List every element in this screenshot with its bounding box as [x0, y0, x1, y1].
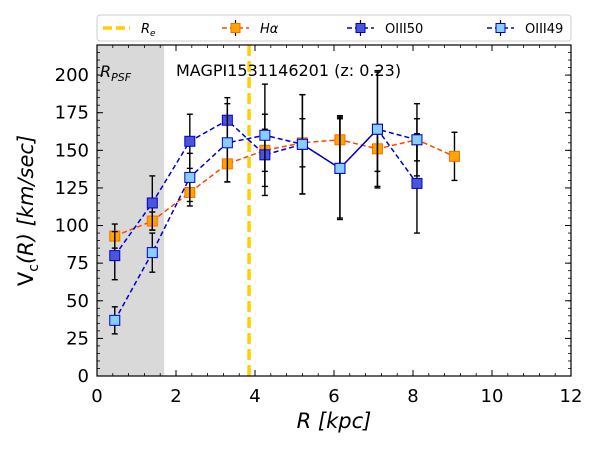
data-point: [184, 135, 196, 147]
legend-entry-oiii50: OIII50: [347, 20, 423, 37]
x-tick-label: 12: [560, 386, 583, 407]
data-point: [448, 150, 460, 162]
legend-label: OIII49: [525, 22, 563, 37]
x-tick-label: 4: [249, 386, 260, 407]
legend-swatch-marker: [230, 23, 241, 33]
data-point: [334, 162, 346, 174]
x-axis-label: R [kpc]: [297, 409, 372, 433]
y-tick-label: 25: [66, 328, 89, 349]
series-line: [114, 138, 455, 237]
psf-region-layer: [97, 45, 165, 376]
x-tick-label: 0: [91, 386, 102, 407]
x-tick-label: 6: [328, 386, 339, 407]
y-axis-label: Vc(R) [km/sec]: [14, 135, 42, 286]
data-point: [371, 123, 383, 135]
legend-entry-re: Re: [103, 22, 156, 39]
data-point: [109, 314, 121, 326]
y-tick-label: 0: [78, 366, 89, 387]
data-point: [411, 177, 423, 189]
legend-label: OIII50: [385, 22, 423, 37]
y-tick-label: 125: [55, 178, 89, 199]
y-tick-label: 175: [55, 103, 89, 124]
x-tick-label: 8: [407, 386, 418, 407]
y-tick-label: 150: [55, 140, 89, 161]
x-tick-label: 10: [481, 386, 504, 407]
data-point: [146, 247, 158, 259]
chart-title: MAGPI1531146201 (z: 0.23): [176, 61, 401, 80]
legend-entry-oiii49: OIII49: [487, 20, 563, 37]
psf-shaded-region: [97, 45, 165, 376]
legend-label: Hα: [260, 22, 279, 37]
data-point: [296, 138, 308, 150]
legend-box: [96, 14, 572, 42]
series-layer: [109, 69, 460, 335]
legend-swatch-marker: [355, 23, 366, 33]
data-point: [411, 134, 423, 146]
series-oiii49: [109, 71, 423, 335]
data-point: [146, 197, 158, 209]
psf-label: RPSF: [100, 62, 132, 84]
data-point: [184, 171, 196, 183]
legend-series-entries: Hα OIII50 OIII49: [222, 20, 563, 37]
plot-frame: [96, 44, 572, 377]
data-point: [259, 129, 271, 141]
legend-re-label: Re: [141, 22, 156, 39]
data-point: [221, 137, 233, 149]
y-tick-label: 200: [55, 65, 89, 86]
x-tick-label: 2: [170, 386, 181, 407]
y-tick-label: 100: [55, 216, 89, 237]
data-point: [109, 250, 121, 262]
legend-entry-h-: Hα: [222, 20, 279, 37]
y-tick-label: 50: [66, 291, 89, 312]
y-tick-label: 75: [66, 253, 89, 274]
series-line: [114, 119, 418, 257]
legend: Re Hα OIII50 OIII49: [96, 14, 572, 42]
legend-swatch-marker: [495, 23, 506, 33]
